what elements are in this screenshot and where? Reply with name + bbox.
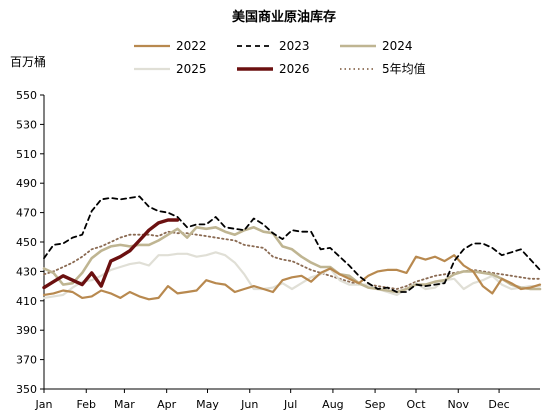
legend-label: 2022 bbox=[176, 39, 207, 53]
y-tick-label: 350 bbox=[16, 383, 37, 396]
series-line-2022 bbox=[42, 254, 542, 301]
x-tick-label: Jul bbox=[283, 398, 297, 411]
series-line-2025 bbox=[42, 251, 542, 299]
x-tick-label: Apr bbox=[157, 398, 177, 411]
x-tick-label: Oct bbox=[406, 398, 426, 411]
x-tick-label: Dec bbox=[488, 398, 509, 411]
y-tick-label: 370 bbox=[16, 354, 37, 367]
y-tick-label: 450 bbox=[16, 236, 37, 249]
plot-area bbox=[42, 195, 542, 301]
y-tick-label: 550 bbox=[16, 89, 37, 102]
chart-title: 美国商业原油库存 bbox=[232, 9, 336, 25]
series-line-5年均值 bbox=[43, 230, 541, 290]
series-line-2024 bbox=[42, 226, 542, 294]
x-axis: Jan Feb Mar Apr May Jun Jul Aug Sep Oct Nov Dec bbox=[35, 388, 540, 411]
y-tick-label: 430 bbox=[16, 265, 37, 278]
y-tick-label: 510 bbox=[16, 148, 37, 161]
y-axis: 350 370 390 410 430 450 470 490 510 530 550 bbox=[16, 89, 45, 396]
x-tick-label: May bbox=[196, 398, 219, 411]
legend-label: 2024 bbox=[382, 39, 413, 53]
y-tick-label: 410 bbox=[16, 295, 37, 308]
series-line-2023 bbox=[43, 195, 541, 293]
legend-label: 5年均值 bbox=[382, 61, 426, 76]
y-tick-label: 530 bbox=[16, 118, 37, 131]
y-tick-label: 390 bbox=[16, 324, 37, 337]
y-axis-unit-label: 百万桶 bbox=[10, 54, 46, 69]
x-tick-label: Nov bbox=[448, 398, 470, 411]
y-tick-label: 470 bbox=[16, 207, 37, 220]
series-line-2026 bbox=[42, 218, 180, 290]
x-tick-label: Feb bbox=[77, 398, 96, 411]
legend-label: 2023 bbox=[279, 39, 310, 53]
x-tick-label: Jan bbox=[35, 398, 53, 411]
x-tick-label: Mar bbox=[114, 398, 135, 411]
y-tick-label: 490 bbox=[16, 177, 37, 190]
legend-label: 2026 bbox=[279, 62, 310, 76]
x-tick-label: Jun bbox=[240, 398, 258, 411]
legend: 2022 2023 2024 2025 2026 5年均值 bbox=[134, 39, 426, 76]
legend-label: 2025 bbox=[176, 62, 207, 76]
x-tick-label: Sep bbox=[365, 398, 386, 411]
x-tick-label: Aug bbox=[322, 398, 343, 411]
